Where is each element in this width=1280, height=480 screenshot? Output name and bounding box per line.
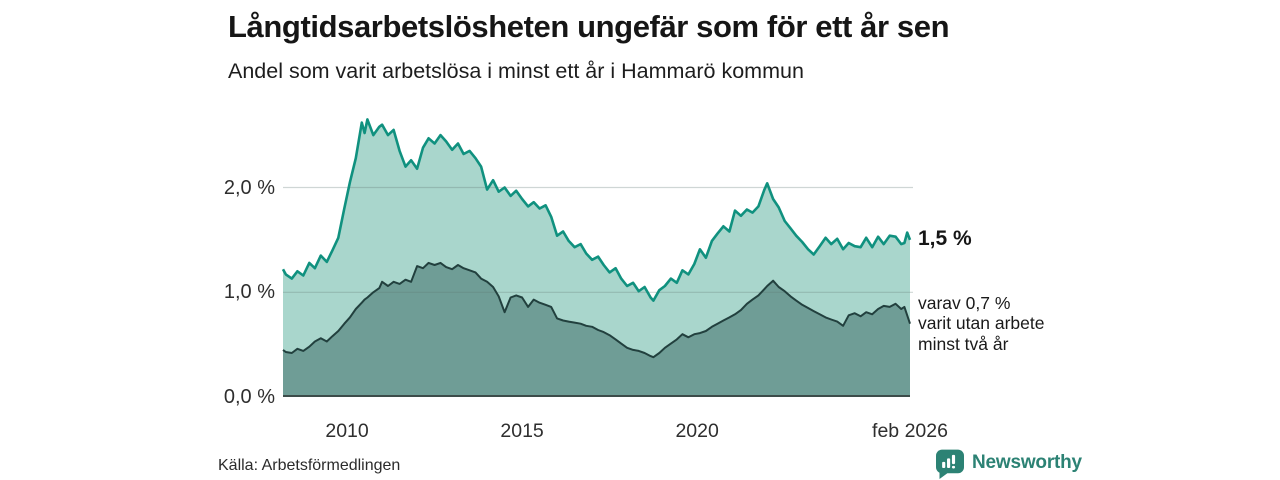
x-tick-label: 2020 xyxy=(675,420,719,442)
newsworthy-logo: Newsworthy xyxy=(936,449,1082,480)
y-tick-label: 0,0 % xyxy=(223,386,275,408)
x-tick-label: 2010 xyxy=(325,420,369,442)
breakdown-line: varav 0,7 % xyxy=(918,292,1011,313)
chart-subtitle: Andel som varit arbetslösa i minst ett å… xyxy=(228,59,804,83)
latest-value-label: 1,5 % xyxy=(918,226,972,250)
line-series-1 xyxy=(282,261,911,359)
x-tick-label: 2015 xyxy=(500,420,544,442)
line-series-0 xyxy=(281,118,912,302)
source-attribution: Källa: Arbetsförmedlingen xyxy=(218,457,401,474)
y-tick-label: 2,0 % xyxy=(223,176,275,199)
chart-title: Långtidsarbetslösheten ungefär som för e… xyxy=(228,9,950,44)
newsworthy-wordmark: Newsworthy xyxy=(972,452,1082,473)
breakdown-value-label: varav 0,7 % varit utan arbete minst två … xyxy=(918,293,1044,355)
y-tick-label: 1,0 % xyxy=(223,281,275,304)
breakdown-line: varit utan arbete xyxy=(918,313,1045,334)
breakdown-line: minst två år xyxy=(918,333,1009,354)
area-chart-plot xyxy=(281,118,913,398)
x-tick-label: feb 2026 xyxy=(872,420,948,442)
newsworthy-bubble-chart-icon xyxy=(936,449,964,479)
